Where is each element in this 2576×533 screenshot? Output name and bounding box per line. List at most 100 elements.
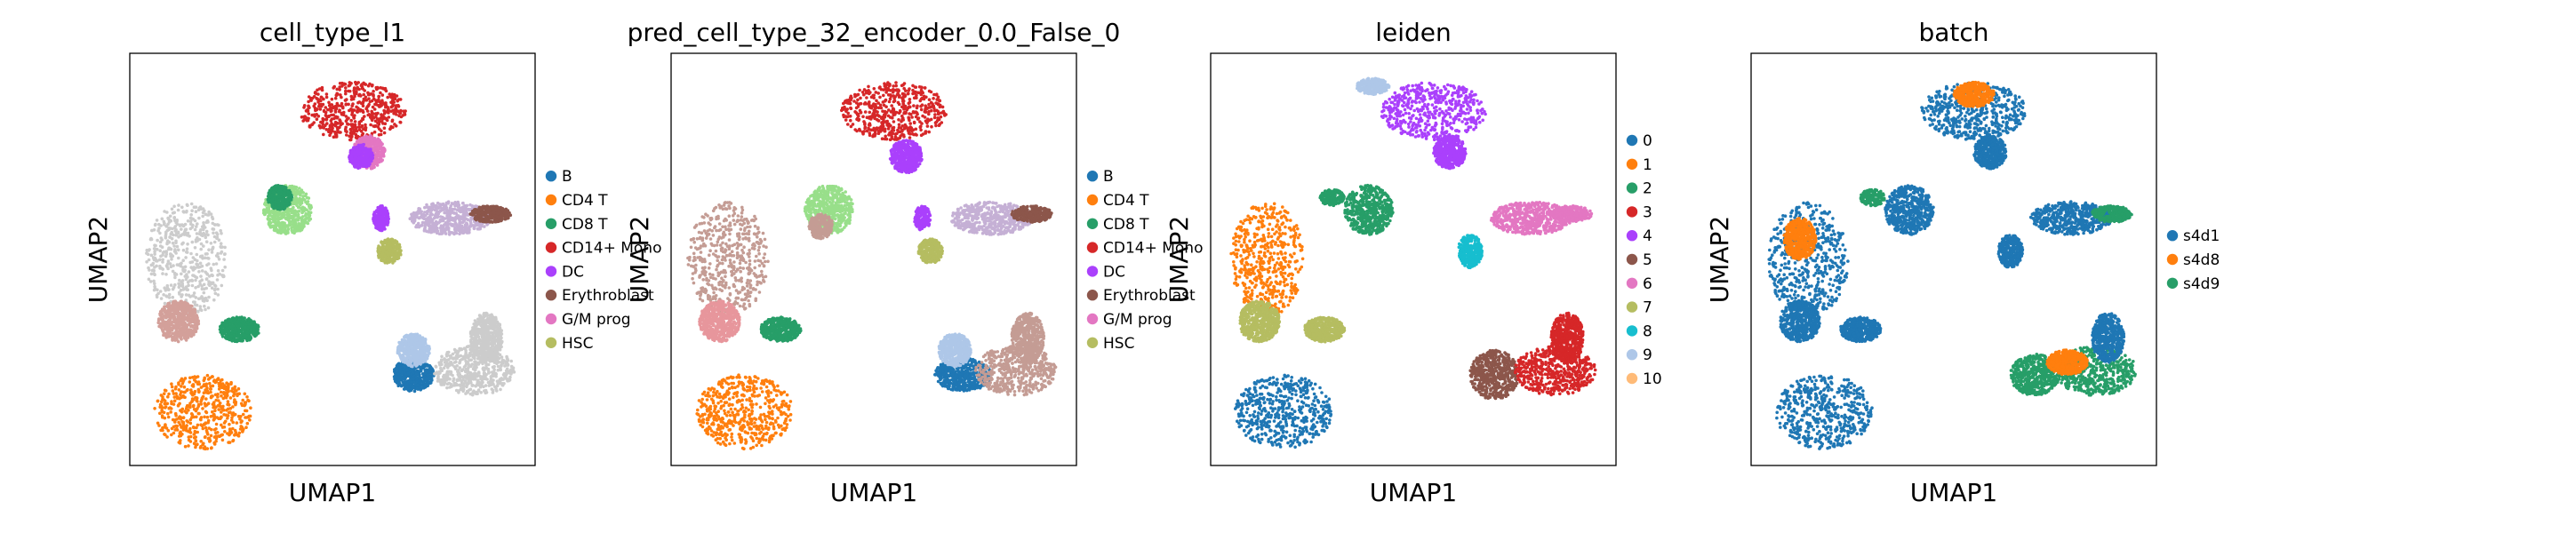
scatter-point	[222, 421, 227, 425]
scatter-point	[235, 421, 239, 425]
scatter-point	[269, 198, 274, 202]
scatter-point	[158, 402, 163, 407]
scatter-point	[474, 223, 478, 227]
scatter-point	[174, 414, 178, 418]
scatter-point	[290, 184, 294, 188]
scatter-point	[363, 98, 367, 102]
scatter-point	[219, 330, 222, 334]
scatter-point	[201, 442, 204, 447]
scatter-point	[456, 201, 460, 205]
scatter-point	[379, 143, 382, 147]
scatter-point	[447, 219, 452, 223]
scatter-point	[443, 229, 447, 234]
scatter-point	[376, 139, 380, 143]
scatter-point	[211, 221, 215, 226]
scatter-point	[219, 242, 223, 246]
scatter-point	[327, 100, 331, 105]
scatter-point	[181, 248, 186, 252]
scatter-point	[330, 97, 334, 101]
scatter-point	[183, 222, 188, 227]
scatter-point	[206, 418, 211, 423]
scatter-point	[305, 195, 309, 200]
scatter-point	[392, 95, 396, 99]
scatter-point	[345, 130, 348, 133]
scatter-point	[179, 390, 183, 394]
scatter-point	[461, 217, 466, 221]
scatter-point	[179, 433, 182, 437]
scatter-point	[177, 256, 180, 260]
scatter-point	[169, 232, 172, 236]
scatter-point	[293, 193, 298, 197]
scatter-point	[203, 209, 206, 213]
scatter-point	[376, 86, 380, 91]
scatter-point	[169, 265, 173, 269]
scatter-point	[180, 280, 183, 284]
scatter-point	[348, 158, 353, 162]
scatter-point	[236, 338, 241, 343]
scatter-point	[219, 378, 222, 383]
scatter-point	[372, 124, 376, 128]
scatter-point	[313, 115, 316, 118]
scatter-point	[275, 223, 279, 227]
scatter-point	[204, 277, 209, 281]
scatter-point	[212, 231, 215, 235]
scatter-point	[234, 338, 238, 343]
scatter-point	[223, 430, 227, 434]
scatter-point	[171, 338, 174, 342]
scatter-point	[195, 303, 199, 307]
scatter-point	[153, 282, 156, 286]
scatter-point	[324, 114, 328, 118]
scatter-point	[198, 305, 203, 308]
scatter-point	[274, 227, 277, 231]
scatter-point	[149, 272, 154, 276]
scatter-point	[306, 118, 310, 123]
scatter-point	[331, 126, 334, 131]
scatter-point	[180, 312, 184, 315]
scatter-point	[344, 115, 348, 118]
scatter-point	[175, 244, 180, 249]
scatter-point	[174, 227, 178, 232]
scatter-point	[175, 307, 180, 311]
scatter-point	[315, 117, 319, 121]
scatter-point	[244, 333, 247, 338]
scatter-point	[349, 107, 353, 111]
scatter-point	[208, 439, 212, 442]
scatter-point	[324, 95, 329, 99]
scatter-point	[173, 338, 177, 342]
scatter-point	[283, 206, 287, 210]
scatter-point	[425, 205, 429, 209]
scatter-point	[355, 82, 359, 86]
scatter-point	[395, 94, 399, 98]
scatter-point	[241, 328, 245, 331]
scatter-point	[312, 121, 316, 124]
scatter-point	[188, 227, 193, 231]
scatter-point	[237, 431, 242, 435]
scatter-point	[335, 121, 340, 125]
scatter-point	[247, 399, 251, 403]
scatter-point	[411, 212, 415, 216]
scatter-point	[392, 100, 396, 104]
scatter-point	[268, 221, 273, 225]
scatter-point	[228, 338, 232, 342]
scatter-point	[185, 288, 188, 291]
scatter-point	[176, 208, 180, 212]
scatter-point	[219, 228, 222, 233]
scatter-point	[247, 317, 251, 322]
scatter-point	[201, 214, 204, 219]
scatter-point	[211, 402, 215, 406]
scatter-point	[378, 146, 382, 149]
scatter-point	[437, 205, 442, 210]
scatter-point	[403, 111, 406, 115]
scatter-point	[154, 259, 158, 263]
scatter-point	[344, 89, 348, 93]
scatter-point	[163, 301, 167, 306]
scatter-point	[350, 123, 355, 126]
scatter-point	[217, 258, 221, 261]
scatter-point	[306, 221, 310, 226]
scatter-point	[301, 191, 306, 195]
scatter-point	[191, 397, 195, 402]
scatter-point	[362, 92, 366, 97]
scatter-point	[320, 88, 324, 92]
scatter-point	[187, 444, 190, 448]
scatter-point	[177, 317, 180, 322]
